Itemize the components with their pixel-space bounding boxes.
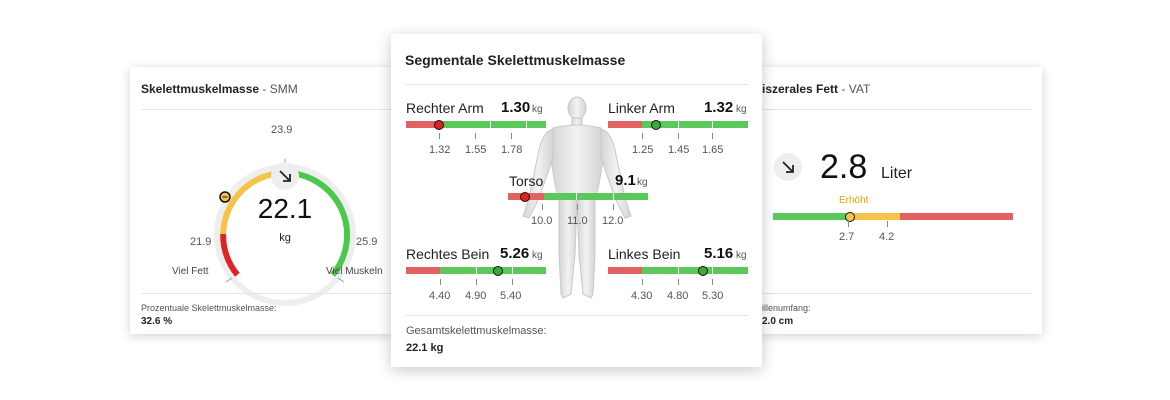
- divider: [141, 293, 392, 294]
- vat-tick: 2.7: [839, 231, 855, 243]
- right-arm-unit: kg: [532, 104, 543, 115]
- left-arm-tick: 1.65: [702, 144, 724, 156]
- torso-tick: 12.0: [602, 215, 624, 227]
- divider: [761, 293, 1031, 294]
- right-arm-value: 1.30: [501, 99, 531, 116]
- vat-tick: 4.2: [879, 231, 895, 243]
- vat-card-title: iszerales Fett - VAT: [762, 82, 871, 96]
- left-leg-tick: 4.80: [667, 290, 689, 302]
- torso-marker: [520, 191, 530, 202]
- right-arm-bar: [406, 121, 546, 128]
- left-arm-unit: kg: [736, 104, 747, 115]
- vat-unit: Liter: [881, 165, 913, 182]
- scale-right-label: 25.9: [356, 236, 378, 248]
- right-leg-unit: kg: [532, 250, 543, 261]
- vat-trend: [774, 153, 802, 181]
- left-arm-bar: [608, 121, 748, 128]
- right-leg-tick: 4.40: [429, 290, 451, 302]
- torso-value: 9.1: [615, 172, 636, 189]
- right-arm-label: Rechter Arm: [406, 100, 484, 116]
- vat-footer-label: illenumfang:: [762, 303, 811, 313]
- torso-tick: 11.0: [567, 215, 588, 227]
- divider: [761, 109, 1031, 110]
- divider: [405, 84, 748, 85]
- right-arm-tick: 1.55: [465, 144, 487, 156]
- vat-card: iszerales Fett - VAT 2.8 Liter Erhöht 2.…: [761, 67, 1042, 334]
- gauge-arc-red: [220, 233, 240, 277]
- arrow-down-right-icon: [279, 170, 291, 182]
- right-leg-marker: [493, 265, 503, 276]
- left-leg-bar: [608, 267, 748, 274]
- scale-left-label: 21.9: [190, 236, 212, 248]
- left-arm-tick: 1.45: [668, 144, 690, 156]
- gauge-tick-left: [225, 277, 233, 283]
- smm-unit: kg: [279, 232, 291, 244]
- right-arm-tick: 1.32: [429, 144, 451, 156]
- arrow-down-right-icon: [782, 161, 794, 173]
- segmental-footer-label: Gesamtskelettmuskelmasse:: [406, 325, 547, 337]
- scale-top-label: 23.9: [271, 124, 293, 136]
- label-viel-muskeln: Viel Muskeln: [326, 266, 383, 277]
- smm-value: 22.1: [257, 193, 313, 224]
- segmental-title: Segmentale Skelettmuskelmasse: [405, 52, 626, 68]
- vat-range-bar: [773, 213, 1013, 220]
- smm-card-title: Skelettmuskelmasse - SMM: [141, 82, 298, 96]
- divider: [405, 315, 748, 316]
- right-leg-tick: 5.40: [500, 290, 522, 302]
- left-leg-value: 5.16: [704, 245, 734, 262]
- vat-status: Erhöht: [839, 195, 869, 206]
- segmental-card: Segmentale Skelettmuskelmasse Rechter Ar…: [391, 34, 762, 367]
- smm-footer-label: Prozentuale Skelettmuskelmasse:: [141, 303, 277, 313]
- torso-label: Torso: [509, 173, 544, 189]
- gauge-tick-right: [337, 277, 345, 283]
- smm-card: Skelettmuskelmasse - SMM 23.9 21.9 25.9 …: [130, 67, 392, 334]
- vat-value: 2.8: [820, 148, 868, 186]
- left-leg-tick: 5.30: [702, 290, 724, 302]
- divider: [141, 109, 392, 110]
- right-arm-marker: [434, 119, 444, 130]
- torso-tick: 10.0: [531, 215, 553, 227]
- left-leg-tick: 4.30: [631, 290, 653, 302]
- left-leg-marker: [698, 265, 708, 276]
- right-arm-tick: 1.78: [501, 144, 523, 156]
- segmental-footer-value: 22.1 kg: [406, 342, 444, 354]
- smm-gauge: [214, 159, 356, 306]
- left-arm-label: Linker Arm: [608, 100, 675, 116]
- left-leg-label: Linkes Bein: [608, 246, 681, 262]
- right-leg-tick: 4.90: [465, 290, 487, 302]
- left-leg-unit: kg: [736, 250, 747, 261]
- right-leg-label: Rechtes Bein: [406, 246, 490, 262]
- vat-marker: [845, 211, 855, 222]
- right-leg-value: 5.26: [500, 245, 530, 262]
- left-arm-value: 1.32: [704, 99, 734, 116]
- smm-footer-value: 32.6 %: [141, 316, 173, 327]
- right-leg-bar: [406, 267, 546, 274]
- left-arm-tick: 1.25: [632, 144, 654, 156]
- left-arm-marker: [651, 119, 661, 130]
- torso-unit: kg: [637, 177, 648, 188]
- label-viel-fett: Viel Fett: [172, 266, 209, 277]
- gauge-arc-green: [284, 170, 351, 277]
- vat-footer-value: 2.0 cm: [762, 316, 794, 327]
